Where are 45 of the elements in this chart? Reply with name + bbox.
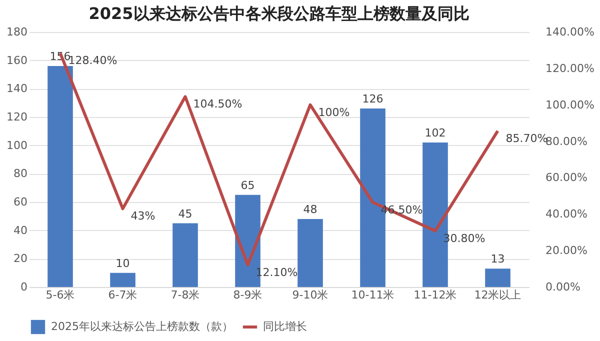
x-tick-label: 5-6米 — [46, 288, 75, 302]
x-tick-label: 6-7米 — [108, 288, 138, 302]
data-label: 48 — [303, 203, 318, 216]
data-label: 128.40% — [68, 54, 118, 68]
y-tick-label: 0 — [20, 280, 28, 294]
y-tick-label: 20 — [14, 252, 28, 266]
data-label: 43% — [130, 210, 156, 223]
x-tick-label: 9-10米 — [292, 288, 328, 302]
y2-tick-label: 100.00% — [546, 98, 594, 112]
data-label: 10 — [116, 256, 130, 270]
y2-tick-label: 80.00% — [546, 134, 588, 148]
y-tick-label: 40 — [14, 224, 28, 237]
y-tick-label: 100 — [6, 138, 28, 152]
bar — [298, 219, 323, 287]
data-label: 100% — [318, 106, 350, 119]
data-label: 13 — [490, 252, 505, 266]
x-tick-label: 12米以上 — [474, 288, 522, 302]
y2-tick-label: 120.00% — [546, 62, 594, 75]
data-label: 45 — [178, 207, 192, 220]
y2-tick-label: 140.00% — [546, 26, 594, 38]
y2-tick-label: 20.00% — [546, 244, 588, 258]
y2-tick-label: 0.00% — [546, 280, 580, 294]
y-tick-label: 60 — [14, 196, 28, 208]
data-label: 65 — [240, 178, 255, 192]
x-tick-label: 8-9米 — [233, 288, 262, 302]
y-tick-label: 180 — [6, 26, 28, 38]
data-label: 104.50% — [193, 98, 242, 111]
legend-label: 2025年以来达标公告上榜款数（款） — [51, 320, 233, 333]
legend-label: 同比增长 — [263, 320, 307, 333]
bar — [48, 66, 73, 287]
y-tick-label: 120 — [6, 110, 28, 124]
x-tick-label: 11-12米 — [414, 288, 457, 302]
bar — [485, 268, 510, 287]
bar — [110, 272, 136, 287]
y-tick-label: 160 — [6, 54, 28, 67]
y-tick-label: 80 — [14, 167, 28, 180]
data-label: 102 — [424, 126, 446, 140]
x-tick-label: 10-11米 — [351, 288, 394, 302]
y-tick-label: 140 — [6, 82, 28, 96]
bar — [172, 223, 198, 287]
y2-tick-label: 40.00% — [546, 208, 588, 221]
y2-tick-label: 60.00% — [546, 171, 588, 184]
chart-title: 2025以来达标公告中各米段公路车型上榜数量及同比 — [88, 4, 470, 23]
data-label: 126 — [362, 92, 384, 106]
x-tick-label: 7-8米 — [170, 288, 200, 302]
